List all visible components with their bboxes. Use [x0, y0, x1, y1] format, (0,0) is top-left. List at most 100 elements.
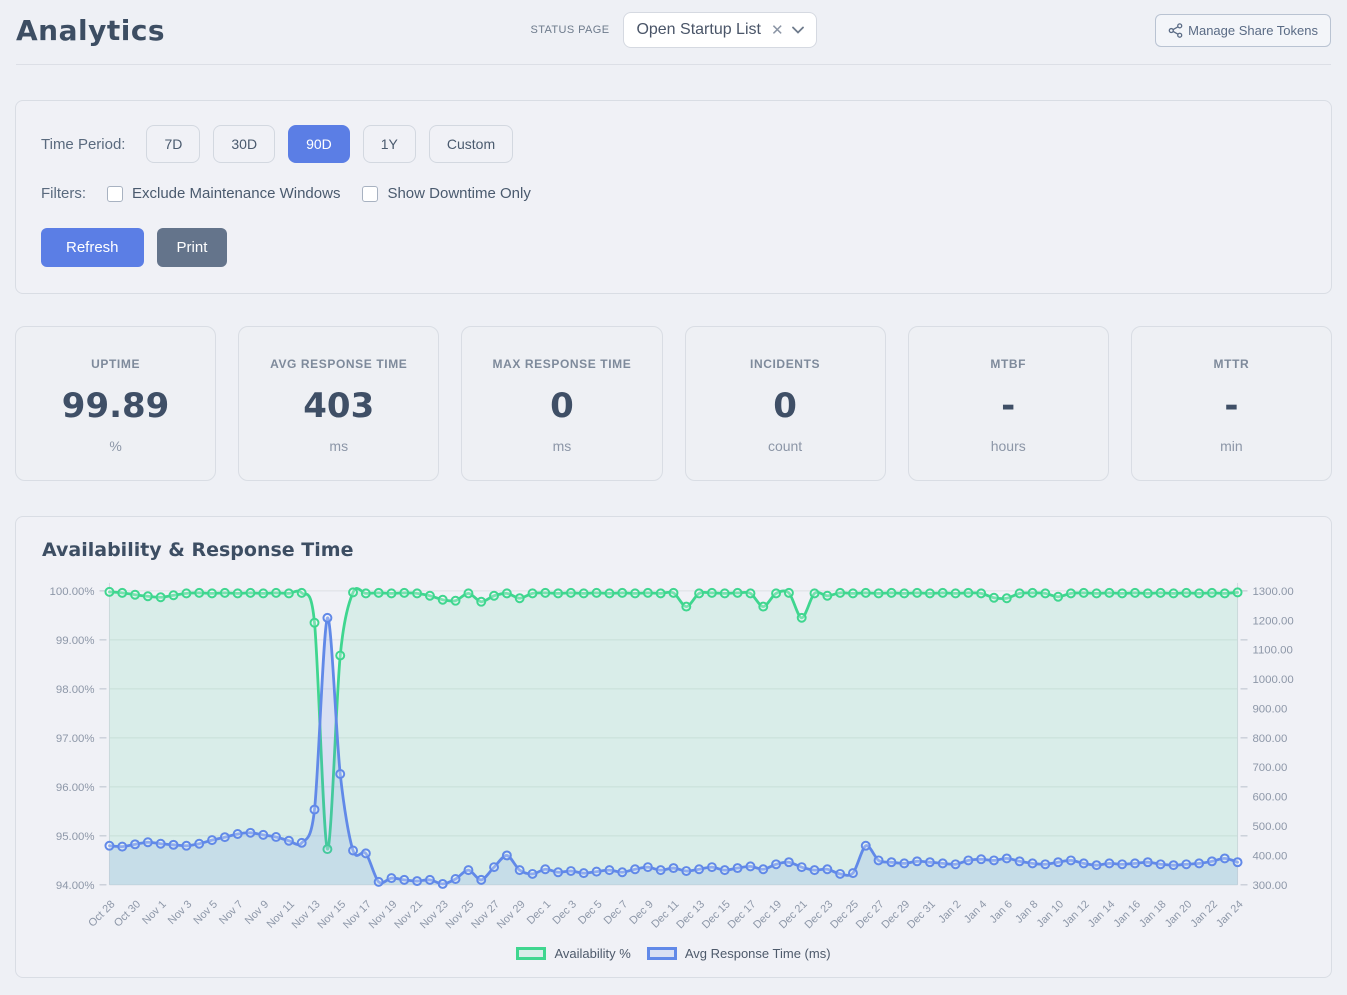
- svg-text:Dec 31: Dec 31: [905, 898, 938, 931]
- svg-text:Jan 6: Jan 6: [988, 898, 1015, 925]
- availability-area: [109, 588, 1238, 885]
- svg-text:1300.00: 1300.00: [1252, 586, 1293, 598]
- legend-item-response-time[interactable]: Avg Response Time (ms): [646, 946, 831, 961]
- stat-label: INCIDENTS: [750, 357, 821, 371]
- period-button-custom[interactable]: Custom: [428, 125, 514, 163]
- filter-panel: Time Period: 7D 30D 90D 1Y Custom Filters: E…: [15, 100, 1332, 294]
- stat-unit: min: [1220, 438, 1243, 454]
- period-button-1y[interactable]: 1Y: [362, 125, 416, 163]
- stat-value: 99.89: [61, 386, 170, 426]
- svg-text:1200.00: 1200.00: [1252, 615, 1293, 627]
- svg-text:97.00%: 97.00%: [56, 733, 95, 745]
- stat-card-incidents: INCIDENTS 0 count: [684, 326, 886, 481]
- stat-unit: ms: [329, 438, 349, 454]
- svg-text:Jan 4: Jan 4: [962, 898, 989, 925]
- stat-unit: %: [109, 438, 122, 454]
- svg-text:98.00%: 98.00%: [56, 684, 95, 696]
- svg-text:Jan 14: Jan 14: [1086, 898, 1118, 930]
- clear-selection-icon[interactable]: ✕: [770, 21, 784, 39]
- svg-text:800.00: 800.00: [1252, 733, 1287, 745]
- stat-label: UPTIME: [91, 357, 141, 371]
- manage-share-tokens-label: Manage Share Tokens: [1188, 22, 1318, 38]
- svg-text:Oct 28: Oct 28: [86, 898, 117, 929]
- availability-chart-svg: 94.00% 95.00% 96.00% 97.00% 98.00% 99.00% 100.…: [50, 582, 1294, 931]
- stat-card-mtbf: MTBF - hours: [907, 326, 1109, 481]
- response-area: [109, 617, 1238, 885]
- time-period-buttons: 7D 30D 90D 1Y Custom: [146, 125, 514, 163]
- svg-text:Nov 29: Nov 29: [495, 898, 528, 931]
- refresh-button[interactable]: Refresh: [41, 228, 144, 267]
- show-downtime-checkbox[interactable]: [362, 185, 379, 202]
- print-button[interactable]: Print: [156, 228, 228, 267]
- chart-title: Availability & Response Time: [42, 539, 354, 561]
- stat-value: 403: [303, 386, 375, 426]
- stat-value: -: [1224, 386, 1239, 426]
- stat-label: MTBF: [990, 357, 1027, 371]
- period-button-30d[interactable]: 30D: [213, 125, 276, 163]
- status-page-selector-group: STATUS PAGE Open Startup List ✕: [530, 12, 817, 48]
- svg-text:Nov 5: Nov 5: [191, 898, 220, 927]
- legend-item-availability[interactable]: Availability %: [516, 946, 631, 962]
- svg-text:Oct 30: Oct 30: [112, 898, 143, 929]
- svg-text:100.00%: 100.00%: [50, 586, 95, 598]
- stat-unit: hours: [990, 438, 1026, 454]
- svg-text:Jan 2: Jan 2: [936, 898, 963, 925]
- manage-share-tokens-button[interactable]: Manage Share Tokens: [1155, 13, 1331, 47]
- availability-markers: [104, 586, 1243, 855]
- stat-value: -: [1001, 386, 1016, 426]
- svg-text:Jan 16: Jan 16: [1111, 898, 1143, 930]
- svg-text:Nov 7: Nov 7: [217, 898, 246, 927]
- period-button-90d[interactable]: 90D: [288, 125, 350, 163]
- stat-card-uptime: UPTIME 99.89%: [15, 326, 217, 481]
- svg-text:Dec 7: Dec 7: [602, 898, 631, 927]
- stat-label: MTTR: [1213, 357, 1250, 371]
- svg-text:Nov 1: Nov 1: [140, 898, 169, 927]
- svg-text:Jan 24: Jan 24: [1214, 898, 1246, 930]
- chart-legend: Availability % Avg Response Time (ms): [28, 946, 1319, 961]
- svg-text:99.00%: 99.00%: [56, 635, 95, 647]
- stat-card-avg-response-time: AVG RESPONSE TIME 403 ms: [238, 326, 440, 481]
- stat-value: 0: [550, 386, 574, 426]
- svg-text:700.00: 700.00: [1252, 762, 1287, 774]
- time-period-label: Time Period:: [41, 135, 126, 153]
- exclude-maintenance-filter: Exclude Maintenance Windows: [107, 185, 340, 202]
- status-page-selected-value: Open Startup List: [636, 21, 761, 38]
- show-downtime-filter: Show Downtime Only: [362, 185, 531, 202]
- svg-text:Jan 20: Jan 20: [1163, 898, 1195, 930]
- filter-checkboxes: Exclude Maintenance Windows Show Downtime…: [107, 185, 553, 202]
- svg-text:Dec 3: Dec 3: [550, 898, 579, 927]
- share-icon: [1168, 22, 1183, 38]
- status-page-select[interactable]: Open Startup List ✕: [623, 12, 817, 48]
- legend-swatch: [646, 947, 677, 961]
- chart-panel: Availability & Response Time 94.00% 95.00…: [15, 516, 1332, 979]
- stat-label: MAX RESPONSE TIME: [492, 357, 632, 371]
- stat-unit: count: [767, 438, 803, 454]
- period-button-7d[interactable]: 7D: [146, 125, 201, 163]
- chevron-down-icon: [791, 26, 804, 34]
- svg-text:Dec 1: Dec 1: [525, 898, 554, 927]
- stats-row: UPTIME 99.89% AVG RESPONSE TIME 403 ms MAX RE…: [15, 326, 1332, 481]
- status-page-label: STATUS PAGE: [530, 24, 610, 36]
- svg-text:400.00: 400.00: [1252, 850, 1287, 862]
- legend-swatch: [516, 947, 547, 961]
- exclude-maintenance-checkbox[interactable]: [107, 185, 123, 202]
- svg-text:1100.00: 1100.00: [1252, 645, 1292, 657]
- stat-value: 0: [773, 386, 797, 426]
- svg-text:300.00: 300.00: [1252, 880, 1287, 892]
- availability-line: [108, 587, 1239, 851]
- stat-label: AVG RESPONSE TIME: [270, 357, 408, 371]
- stat-card-mttr: MTTR - min: [1130, 326, 1332, 481]
- svg-text:Nov 3: Nov 3: [166, 898, 195, 927]
- svg-text:94.00%: 94.00%: [56, 880, 95, 892]
- svg-text:500.00: 500.00: [1252, 821, 1287, 833]
- svg-text:96.00%: 96.00%: [56, 782, 95, 794]
- show-downtime-checkbox-label: Show Downtime Only: [387, 185, 531, 202]
- page-title: Analytics: [16, 13, 166, 47]
- legend-label: Availability %: [554, 946, 631, 962]
- availability-chart: 94.00% 95.00% 96.00% 97.00% 98.00% 99.00% 100.…: [28, 575, 1319, 944]
- svg-text:Jan 22: Jan 22: [1188, 898, 1220, 930]
- svg-text:Jan 12: Jan 12: [1060, 898, 1092, 930]
- stat-unit: ms: [552, 438, 572, 454]
- svg-text:Dec 5: Dec 5: [576, 898, 605, 927]
- right-axis-labels: 300.00 400.00 500.00 600.00 700.00 800.00 900.…: [1252, 586, 1293, 892]
